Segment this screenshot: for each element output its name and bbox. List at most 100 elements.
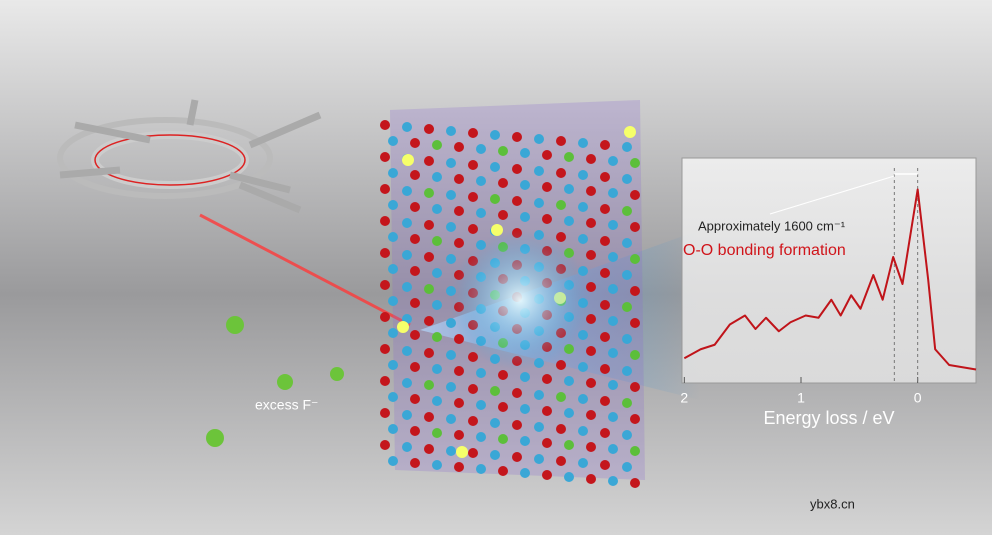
laser bbox=[199, 213, 411, 327]
atom bbox=[402, 186, 412, 196]
atom bbox=[410, 362, 420, 372]
ion-label: excess F⁻ bbox=[255, 397, 318, 413]
atom bbox=[424, 188, 434, 198]
atom bbox=[424, 156, 434, 166]
atom bbox=[578, 426, 588, 436]
atom bbox=[424, 348, 434, 358]
atom bbox=[410, 394, 420, 404]
atom bbox=[512, 132, 522, 142]
x-axis-label: Energy loss / eV bbox=[763, 408, 894, 428]
atom bbox=[476, 432, 486, 442]
atom bbox=[586, 378, 596, 388]
atom bbox=[622, 398, 632, 408]
atom bbox=[410, 234, 420, 244]
atom bbox=[388, 136, 398, 146]
atom bbox=[410, 266, 420, 276]
atom bbox=[402, 282, 412, 292]
atom bbox=[476, 464, 486, 474]
atom bbox=[468, 384, 478, 394]
atom bbox=[586, 410, 596, 420]
atom bbox=[520, 372, 530, 382]
atom bbox=[578, 170, 588, 180]
atom bbox=[490, 130, 500, 140]
glow-atom bbox=[456, 446, 468, 458]
atom bbox=[432, 364, 442, 374]
atom bbox=[424, 316, 434, 326]
atom bbox=[498, 466, 508, 476]
atom bbox=[410, 426, 420, 436]
atom bbox=[630, 222, 640, 232]
atom bbox=[564, 216, 574, 226]
atom bbox=[542, 214, 552, 224]
atom bbox=[608, 444, 618, 454]
atom bbox=[476, 176, 486, 186]
atom bbox=[468, 192, 478, 202]
atom bbox=[388, 424, 398, 434]
atom bbox=[468, 128, 478, 138]
atom bbox=[564, 152, 574, 162]
atom bbox=[622, 142, 632, 152]
atom bbox=[380, 152, 390, 162]
atom bbox=[498, 402, 508, 412]
atom bbox=[564, 184, 574, 194]
atom bbox=[622, 174, 632, 184]
atom bbox=[432, 332, 442, 342]
atom bbox=[608, 252, 618, 262]
atom bbox=[630, 158, 640, 168]
atom bbox=[534, 134, 544, 144]
atom bbox=[608, 476, 618, 486]
atom bbox=[388, 168, 398, 178]
atom bbox=[424, 124, 434, 134]
atom bbox=[586, 442, 596, 452]
atom bbox=[578, 202, 588, 212]
atom bbox=[454, 398, 464, 408]
annotation: Approximately 1600 cm⁻¹ bbox=[698, 218, 846, 233]
atom bbox=[432, 172, 442, 182]
atom bbox=[424, 412, 434, 422]
atom bbox=[600, 332, 610, 342]
atom bbox=[622, 238, 632, 248]
atom bbox=[556, 392, 566, 402]
synchrotron bbox=[57, 99, 322, 214]
atom bbox=[454, 430, 464, 440]
atom bbox=[564, 376, 574, 386]
atom bbox=[498, 178, 508, 188]
atom bbox=[424, 252, 434, 262]
atom bbox=[388, 456, 398, 466]
atom bbox=[432, 300, 442, 310]
atom bbox=[622, 302, 632, 312]
atom bbox=[432, 460, 442, 470]
atom bbox=[622, 430, 632, 440]
atom bbox=[446, 222, 456, 232]
atom bbox=[542, 150, 552, 160]
atom bbox=[622, 206, 632, 216]
atom bbox=[564, 472, 574, 482]
atom bbox=[468, 352, 478, 362]
atom bbox=[630, 350, 640, 360]
atom bbox=[630, 190, 640, 200]
atom bbox=[534, 198, 544, 208]
atom bbox=[542, 406, 552, 416]
atom bbox=[476, 400, 486, 410]
atom bbox=[388, 360, 398, 370]
atom bbox=[578, 394, 588, 404]
atom bbox=[534, 454, 544, 464]
atom bbox=[600, 460, 610, 470]
atom bbox=[380, 248, 390, 258]
atom bbox=[490, 418, 500, 428]
atom bbox=[608, 348, 618, 358]
atom bbox=[556, 136, 566, 146]
atom bbox=[380, 184, 390, 194]
atom bbox=[608, 316, 618, 326]
atom bbox=[454, 174, 464, 184]
atom bbox=[608, 412, 618, 422]
atom bbox=[586, 250, 596, 260]
atom bbox=[380, 344, 390, 354]
atom bbox=[578, 138, 588, 148]
atom bbox=[578, 458, 588, 468]
atom bbox=[454, 462, 464, 472]
atom bbox=[402, 410, 412, 420]
atom bbox=[564, 408, 574, 418]
atom bbox=[578, 362, 588, 372]
